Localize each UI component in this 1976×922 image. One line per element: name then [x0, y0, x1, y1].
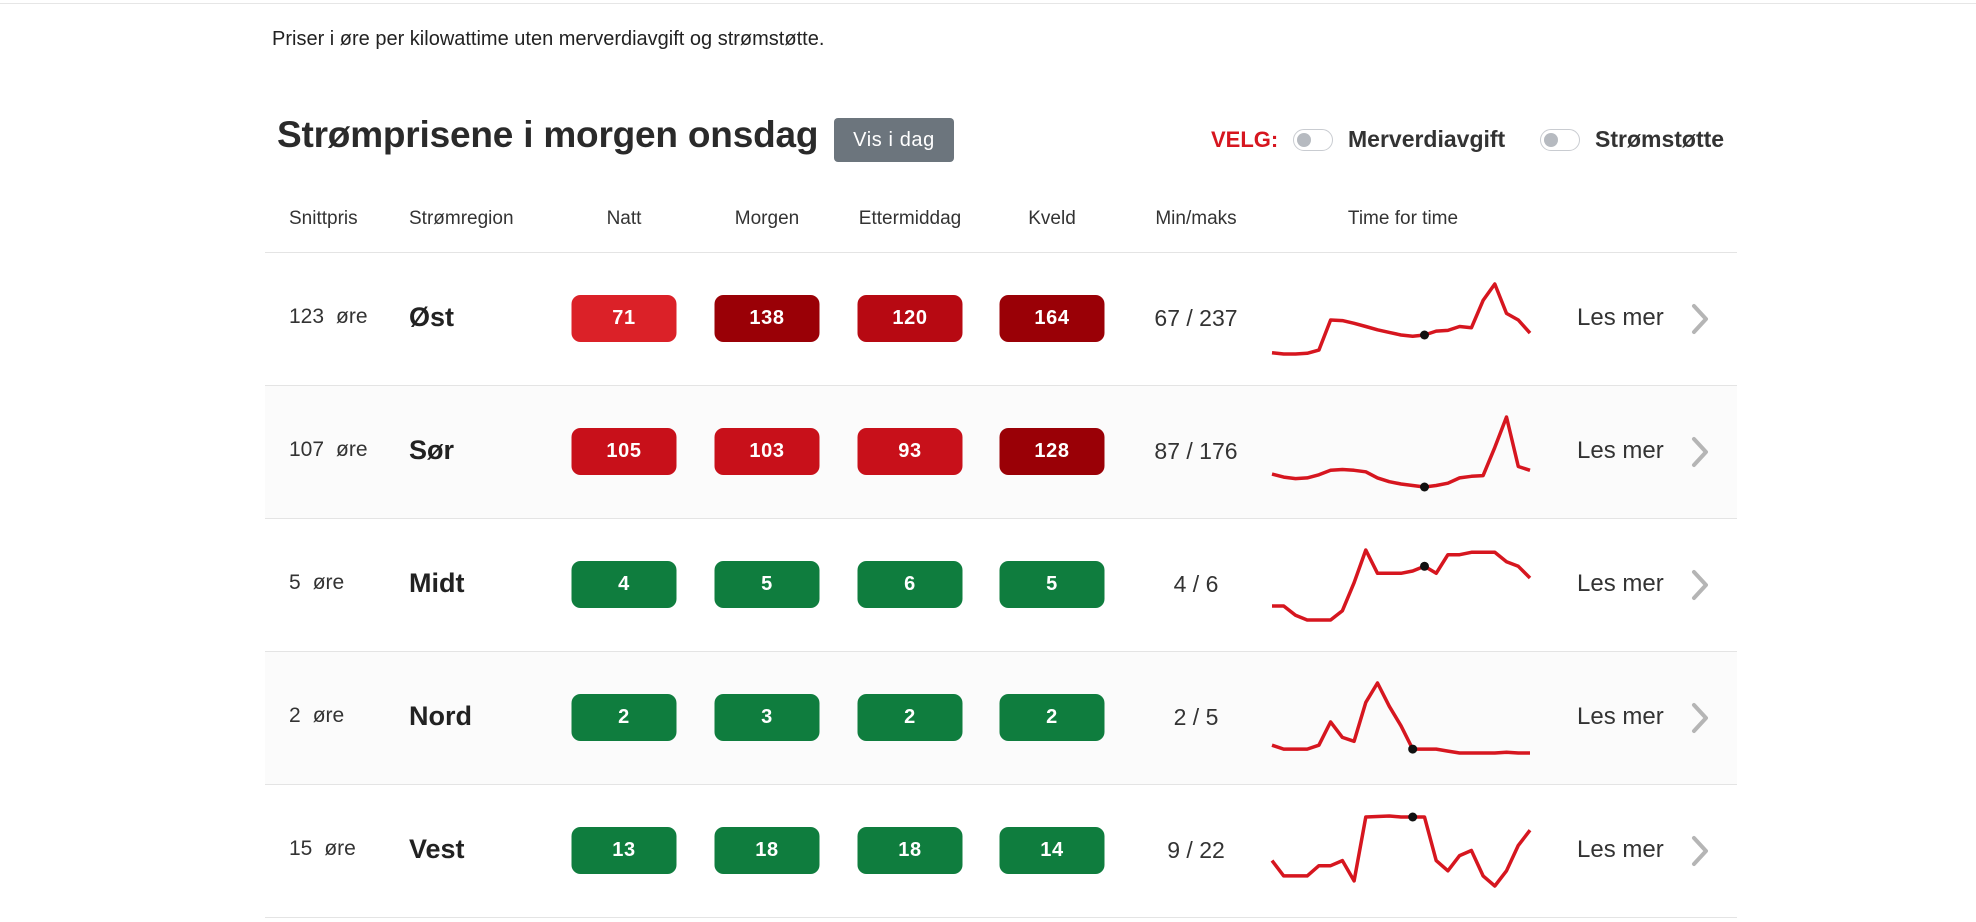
col-header-morning: Morgen	[734, 208, 800, 229]
avg-price-unit: øre	[312, 570, 345, 594]
region-name[interactable]: Øst	[409, 301, 455, 332]
price-afternoon-badge: 6	[857, 560, 963, 608]
price-night-badge: 2	[571, 693, 677, 741]
hourly-price-line	[1270, 813, 1532, 888]
hourly-price-line	[1271, 680, 1530, 755]
price-evening-badge: 5	[999, 560, 1105, 608]
col-header-minmax: Min/maks	[1155, 208, 1237, 229]
region-name[interactable]: Nord	[409, 700, 472, 731]
hourly-price-line	[1271, 414, 1531, 489]
hourly-sparkline	[1271, 281, 1532, 356]
min-max-value: 67 / 237	[1154, 304, 1238, 331]
hourly-sparkline	[1271, 680, 1530, 755]
hourly-sparkline	[1271, 414, 1531, 491]
toggle-knob	[1297, 133, 1311, 147]
current-hour-marker	[1420, 330, 1429, 339]
price-morning-badge: 3	[714, 693, 820, 741]
min-max-value: 4 / 6	[1173, 570, 1219, 597]
price-morning-badge: 103	[714, 427, 820, 475]
col-header-afternoon: Ettermiddag	[858, 208, 962, 229]
row-divider	[265, 518, 1737, 519]
region-name[interactable]: Midt	[409, 567, 465, 598]
chevron-right-icon[interactable]	[1690, 436, 1710, 468]
chevron-right-icon[interactable]	[1690, 303, 1710, 335]
col-header-region: Strømregion	[409, 208, 514, 229]
price-morning-badge: 138	[714, 294, 820, 342]
vat-toggle-label[interactable]: Merverdiavgift	[1348, 126, 1506, 152]
vat-toggle[interactable]	[1293, 129, 1333, 151]
chevron-right-icon[interactable]	[1690, 835, 1710, 867]
current-hour-marker	[1408, 744, 1418, 754]
show-today-button[interactable]: Vis i dag	[834, 118, 954, 162]
subsidy-toggle[interactable]	[1540, 129, 1580, 151]
row-divider	[265, 252, 1737, 253]
hourly-sparkline	[1272, 547, 1532, 622]
col-header-night: Natt	[606, 208, 642, 229]
avg-price-unit: øre	[324, 836, 356, 860]
avg-price-value: 15	[289, 836, 313, 860]
toggle-knob	[1544, 133, 1558, 147]
row-divider	[265, 917, 1737, 918]
price-night-badge: 71	[571, 294, 677, 342]
region-name[interactable]: Sør	[409, 434, 455, 465]
read-more-link[interactable]: Les mer	[1577, 702, 1664, 730]
avg-price-unit: øre	[336, 437, 368, 461]
avg-price: 2 øre	[289, 704, 344, 728]
avg-price-value: 107	[289, 437, 325, 461]
price-morning-badge: 18	[714, 826, 820, 874]
min-max-value: 87 / 176	[1154, 437, 1238, 464]
avg-price: 15 øre	[289, 837, 356, 861]
price-evening-badge: 2	[999, 693, 1105, 741]
price-morning-badge: 5	[714, 560, 820, 608]
col-header-avg: Snittpris	[289, 208, 358, 229]
subsidy-toggle-label[interactable]: Strømstøtte	[1595, 126, 1725, 152]
row-divider	[265, 784, 1737, 785]
price-evening-badge: 164	[999, 294, 1105, 342]
current-hour-marker	[1408, 812, 1418, 821]
price-afternoon-badge: 18	[857, 826, 963, 874]
read-more-link[interactable]: Les mer	[1577, 835, 1664, 863]
price-evening-badge: 128	[999, 427, 1105, 475]
price-night-badge: 4	[571, 560, 677, 608]
chevron-right-icon[interactable]	[1690, 569, 1710, 601]
hourly-sparkline	[1270, 812, 1532, 888]
current-hour-marker	[1420, 482, 1429, 491]
price-evening-badge: 14	[999, 826, 1105, 874]
min-max-value: 9 / 22	[1167, 836, 1225, 863]
read-more-link[interactable]: Les mer	[1577, 303, 1664, 331]
row-divider	[265, 385, 1737, 386]
col-header-hourly: Time for time	[1347, 208, 1459, 229]
avg-price-unit: øre	[312, 703, 345, 727]
avg-price-value: 5	[289, 570, 301, 594]
avg-price: 107 øre	[289, 438, 368, 462]
read-more-link[interactable]: Les mer	[1577, 569, 1664, 597]
read-more-link[interactable]: Les mer	[1577, 436, 1664, 464]
avg-price-unit: øre	[336, 304, 368, 328]
hourly-price-line	[1272, 547, 1532, 622]
avg-price: 5 øre	[289, 571, 344, 595]
price-afternoon-badge: 93	[857, 427, 963, 475]
price-note: Priser i øre per kilowattime uten merver…	[272, 28, 825, 50]
avg-price-value: 2	[289, 703, 301, 727]
min-max-value: 2 / 5	[1173, 703, 1219, 730]
price-night-badge: 13	[571, 826, 677, 874]
hourly-price-line	[1271, 281, 1532, 356]
top-divider	[0, 3, 1976, 4]
row-divider	[265, 651, 1737, 652]
chevron-right-icon[interactable]	[1690, 702, 1710, 734]
price-night-badge: 105	[571, 427, 677, 475]
col-header-evening: Kveld	[1028, 208, 1076, 229]
avg-price: 123 øre	[289, 305, 368, 329]
avg-price-value: 123	[289, 304, 325, 328]
price-afternoon-badge: 2	[857, 693, 963, 741]
price-afternoon-badge: 120	[857, 294, 963, 342]
region-name[interactable]: Vest	[409, 833, 465, 864]
page-title: Strømprisene i morgen onsdag	[277, 114, 819, 155]
current-hour-marker	[1420, 561, 1429, 571]
velg-label: VELG:	[1211, 127, 1279, 152]
